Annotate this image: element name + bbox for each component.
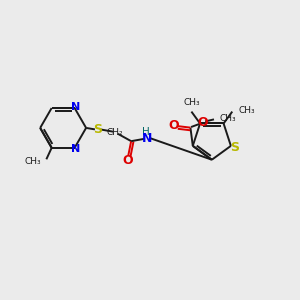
Text: CH₂: CH₂ [106, 128, 123, 137]
Text: N: N [70, 144, 80, 154]
Text: O: O [197, 116, 208, 129]
Text: CH₃: CH₃ [183, 98, 200, 107]
Text: CH₃: CH₃ [219, 114, 236, 123]
Text: O: O [122, 154, 133, 167]
Text: O: O [169, 119, 179, 132]
Text: CH₃: CH₃ [239, 106, 255, 115]
Text: N: N [70, 102, 80, 112]
Text: S: S [230, 141, 239, 154]
Text: N: N [142, 132, 152, 145]
Text: CH₃: CH₃ [24, 157, 41, 166]
Text: S: S [93, 123, 102, 136]
Text: H: H [142, 127, 150, 137]
